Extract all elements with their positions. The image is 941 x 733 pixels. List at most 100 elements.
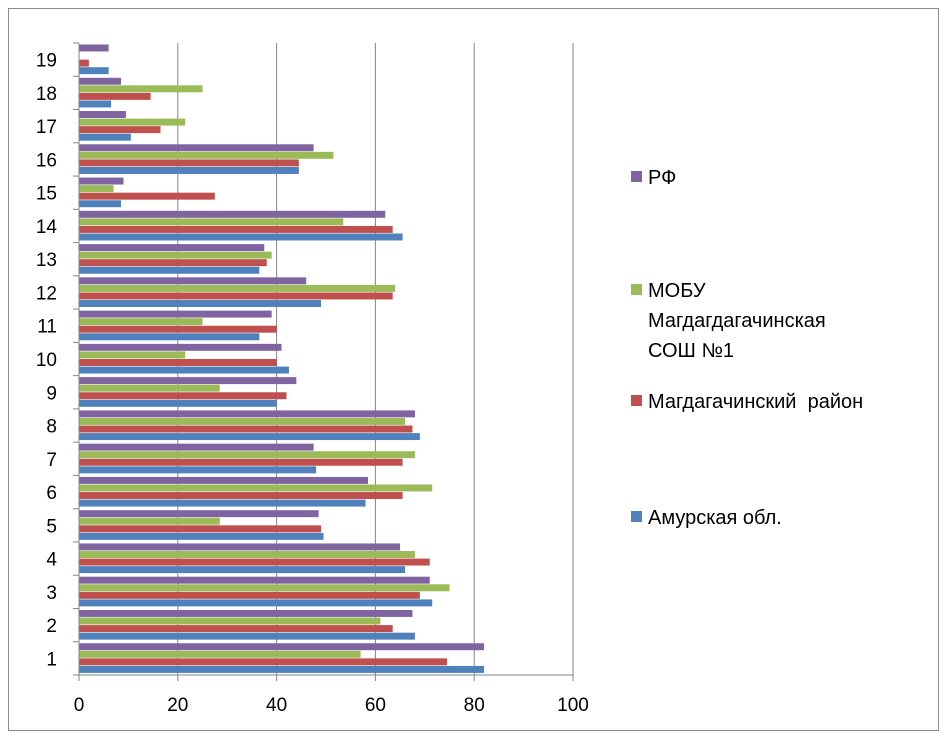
bar-cat1-series1 bbox=[79, 658, 448, 666]
legend-swatch-rf bbox=[631, 171, 642, 183]
bar-cat10-series0 bbox=[79, 366, 289, 374]
bar-cat12-series0 bbox=[79, 300, 322, 308]
y-tick-label-8: 8 bbox=[46, 417, 57, 438]
y-tick-label-17: 17 bbox=[36, 117, 57, 138]
bar-cat6-series3 bbox=[79, 476, 368, 484]
legend-item-district: Магдагачинский район bbox=[631, 387, 863, 417]
bar-cat16-series1 bbox=[79, 159, 299, 167]
bar-cat11-series1 bbox=[79, 325, 277, 333]
bar-cat11-series2 bbox=[79, 318, 203, 326]
bar-cat7-series3 bbox=[79, 443, 314, 451]
bar-cat8-series0 bbox=[79, 433, 420, 441]
x-tick-label-20: 20 bbox=[167, 695, 188, 716]
bar-cat3-series1 bbox=[79, 591, 420, 599]
y-tick-label-11: 11 bbox=[37, 317, 57, 338]
legend-label-school-line3: СОШ №1 bbox=[648, 340, 735, 362]
legend-label-amur: Амурская обл. bbox=[648, 507, 782, 529]
bar-cat17-series2 bbox=[79, 118, 186, 126]
bar-cat14-series1 bbox=[79, 225, 393, 233]
bar-cat16-series0 bbox=[79, 166, 299, 174]
bar-cat3-series2 bbox=[79, 584, 450, 592]
x-tick-label-100: 100 bbox=[557, 695, 589, 716]
y-tick-label-18: 18 bbox=[36, 84, 57, 105]
bar-cat1-series3 bbox=[79, 643, 485, 651]
bar-cat13-series2 bbox=[79, 251, 272, 259]
bar-cat4-series0 bbox=[79, 566, 406, 574]
bar-cat15-series2 bbox=[79, 185, 114, 193]
bar-cat5-series3 bbox=[79, 510, 319, 518]
y-tick-label-10: 10 bbox=[36, 350, 57, 371]
bar-cat8-series2 bbox=[79, 417, 406, 425]
bar-cat2-series0 bbox=[79, 632, 415, 640]
legend-label-school-line1: МОБУ bbox=[648, 280, 706, 302]
bar-cat11-series3 bbox=[79, 310, 272, 318]
bar-cat12-series3 bbox=[79, 277, 307, 285]
bar-cat10-series2 bbox=[79, 351, 186, 359]
y-tick-label-3: 3 bbox=[46, 583, 57, 604]
x-tick-label-0: 0 bbox=[74, 695, 85, 716]
bar-cat5-series2 bbox=[79, 517, 220, 525]
legend-swatch-school bbox=[631, 284, 642, 296]
bar-cat7-series1 bbox=[79, 458, 403, 466]
chart-frame: 1 2 3 4 5 6 7 8 9 10 11 12 13 14 15 16 17 18 19 0 20 40 60 80 10… bbox=[8, 8, 939, 731]
bar-cat1-series0 bbox=[79, 665, 485, 673]
legend-swatch-district bbox=[631, 395, 642, 407]
bar-cat7-series0 bbox=[79, 466, 317, 474]
legend-label-rf: РФ bbox=[648, 167, 677, 189]
bar-cat10-series1 bbox=[79, 359, 277, 366]
legend-label-district: Магдагачинский район bbox=[648, 391, 864, 413]
bar-cat10-series3 bbox=[79, 343, 282, 351]
bar-cat17-series3 bbox=[79, 111, 126, 118]
bar-cat13-series0 bbox=[79, 266, 260, 274]
bar-cat14-series2 bbox=[79, 218, 344, 226]
bar-cat9-series3 bbox=[79, 377, 297, 385]
bar-cat6-series1 bbox=[79, 492, 403, 500]
bar-cat19-series3 bbox=[79, 44, 109, 52]
bar-cat7-series2 bbox=[79, 451, 415, 459]
bar-cat5-series0 bbox=[79, 532, 324, 540]
x-tick-label-80: 80 bbox=[464, 695, 485, 716]
bar-cat18-series3 bbox=[79, 77, 121, 85]
bar-cat1-series2 bbox=[79, 650, 361, 658]
bar-cat2-series3 bbox=[79, 609, 413, 617]
bar-cat15-series1 bbox=[79, 192, 215, 200]
bar-cat2-series2 bbox=[79, 617, 381, 625]
y-tick-label-16: 16 bbox=[36, 150, 57, 171]
bar-cat4-series2 bbox=[79, 551, 415, 558]
bar-cat4-series3 bbox=[79, 543, 401, 551]
bar-cat5-series1 bbox=[79, 525, 322, 533]
bar-cat12-series2 bbox=[79, 284, 396, 292]
y-tick-label-7: 7 bbox=[46, 450, 57, 471]
bar-cat15-series3 bbox=[79, 177, 124, 185]
y-tick-label-15: 15 bbox=[36, 184, 57, 205]
bar-cat13-series3 bbox=[79, 244, 265, 252]
bar-cat3-series0 bbox=[79, 599, 433, 607]
y-tick-label-13: 13 bbox=[36, 250, 57, 271]
bar-cat15-series0 bbox=[79, 200, 121, 208]
legend-item-school: МОБУ Магдагдагачинская СОШ №1 bbox=[631, 276, 826, 366]
bar-cat18-series0 bbox=[79, 100, 112, 108]
bar-cat3-series3 bbox=[79, 576, 430, 584]
bar-cat19-series1 bbox=[79, 59, 89, 67]
bar-cat2-series1 bbox=[79, 625, 393, 633]
bar-cat14-series3 bbox=[79, 210, 386, 218]
bar-cat19-series0 bbox=[79, 67, 109, 75]
bar-cat16-series3 bbox=[79, 144, 314, 152]
x-tick-label-40: 40 bbox=[266, 695, 287, 716]
legend-item-amur: Амурская обл. bbox=[631, 503, 782, 533]
bar-cat11-series0 bbox=[79, 333, 260, 341]
legend-item-rf: РФ bbox=[631, 163, 676, 193]
y-tick-label-14: 14 bbox=[36, 217, 58, 238]
bar-cat8-series1 bbox=[79, 425, 413, 433]
bar-cat8-series3 bbox=[79, 410, 415, 418]
bar-cat9-series2 bbox=[79, 384, 220, 392]
bar-cat14-series0 bbox=[79, 233, 403, 241]
y-tick-label-4: 4 bbox=[46, 550, 57, 571]
bar-cat18-series1 bbox=[79, 92, 151, 100]
bar-cat6-series0 bbox=[79, 499, 366, 507]
y-tick-label-12: 12 bbox=[36, 283, 57, 304]
bar-cat9-series1 bbox=[79, 392, 287, 400]
bar-cat17-series0 bbox=[79, 133, 131, 141]
y-tick-label-2: 2 bbox=[46, 616, 57, 637]
